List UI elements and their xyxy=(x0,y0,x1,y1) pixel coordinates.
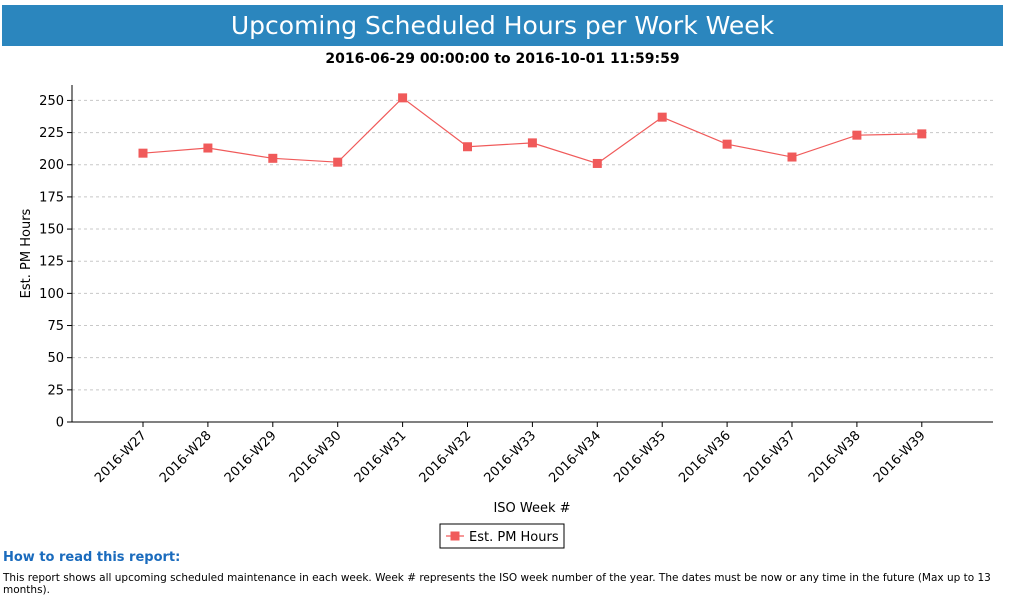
x-tick-label: 2016-W38 xyxy=(806,428,864,486)
legend-label: Est. PM Hours xyxy=(469,530,559,545)
data-point xyxy=(657,112,667,122)
y-tick-label: 150 xyxy=(39,223,64,238)
y-tick-label: 50 xyxy=(47,351,64,366)
y-tick-label: 175 xyxy=(39,190,64,205)
x-tick-label: 2016-W37 xyxy=(741,428,799,486)
y-tick-label: 100 xyxy=(39,287,64,302)
report-title: Upcoming Scheduled Hours per Work Week xyxy=(230,11,775,40)
x-tick-label: 2016-W30 xyxy=(287,428,345,486)
x-tick-label: 2016-W32 xyxy=(417,428,475,486)
data-point xyxy=(268,153,278,163)
how-to-read-text: This report shows all upcoming scheduled… xyxy=(3,572,991,596)
y-tick-label: 225 xyxy=(39,126,64,141)
data-point xyxy=(398,93,408,103)
x-tick-label: 2016-W39 xyxy=(871,428,929,486)
legend-marker xyxy=(450,531,460,541)
x-tick-label: 2016-W27 xyxy=(92,428,150,486)
x-tick-label: 2016-W31 xyxy=(352,428,410,486)
x-axis-title: ISO Week # xyxy=(493,501,570,516)
x-tick-label: 2016-W36 xyxy=(676,428,734,486)
report-title-bar: Upcoming Scheduled Hours per Work Week xyxy=(2,5,1003,46)
y-tick-label: 200 xyxy=(39,158,64,173)
data-point xyxy=(463,142,472,152)
y-tick-label: 0 xyxy=(56,416,64,431)
data-point xyxy=(333,157,343,167)
data-point xyxy=(722,139,732,149)
y-tick-label: 75 xyxy=(47,319,64,334)
data-point xyxy=(787,152,797,162)
how-to-read-heading: How to read this report: xyxy=(3,550,181,565)
x-tick-label: 2016-W29 xyxy=(222,428,280,486)
data-point xyxy=(917,129,927,139)
y-tick-label: 125 xyxy=(39,255,64,270)
data-point xyxy=(592,158,602,168)
x-tick-label: 2016-W28 xyxy=(157,428,215,486)
y-tick-label: 250 xyxy=(39,94,64,109)
legend-box xyxy=(439,523,565,549)
data-point xyxy=(852,130,862,140)
x-tick-label: 2016-W33 xyxy=(481,428,539,486)
y-axis-title: Est. PM Hours xyxy=(19,208,34,298)
data-point xyxy=(527,138,537,148)
y-tick-label: 25 xyxy=(47,383,64,398)
date-range-subtitle: 2016-06-29 00:00:00 to 2016-10-01 11:59:… xyxy=(325,51,680,67)
data-point xyxy=(138,148,148,158)
x-tick-label: 2016-W34 xyxy=(546,428,604,486)
data-point xyxy=(203,143,213,153)
series-line xyxy=(142,97,922,165)
x-tick-label: 2016-W35 xyxy=(611,428,669,486)
